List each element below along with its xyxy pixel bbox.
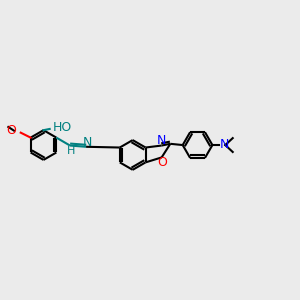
Text: HO: HO (53, 121, 72, 134)
Text: N: N (220, 138, 229, 151)
Text: H: H (67, 146, 75, 156)
Text: O: O (6, 124, 16, 137)
Text: N: N (82, 136, 92, 149)
Text: O: O (157, 156, 167, 169)
Text: N: N (157, 134, 166, 147)
